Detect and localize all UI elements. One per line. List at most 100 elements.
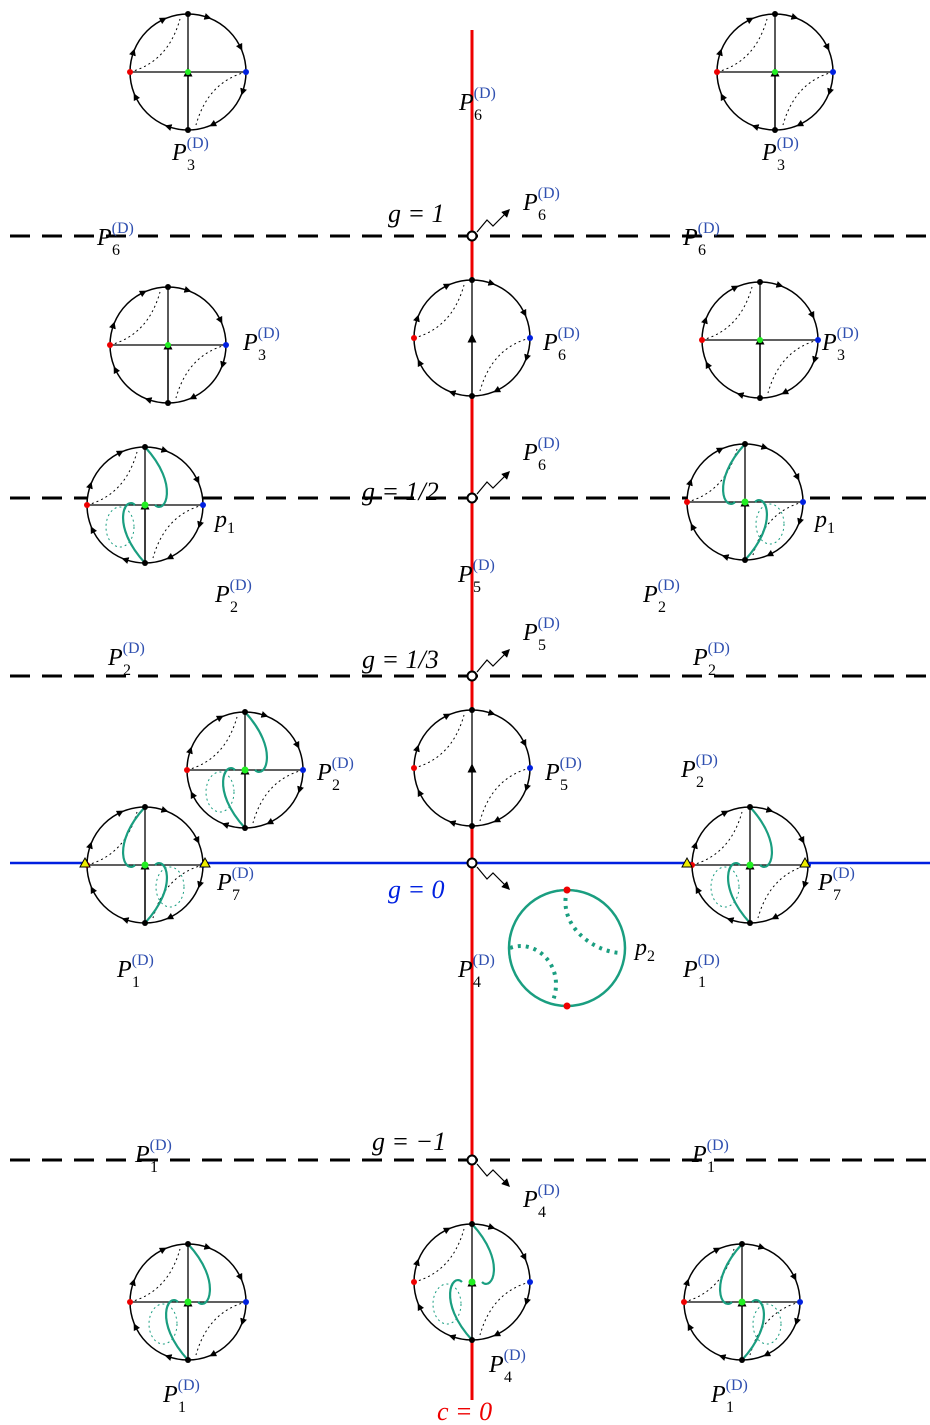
label-base: P <box>171 140 187 166</box>
label-base: P <box>522 1187 538 1213</box>
intersection <box>468 232 477 241</box>
dot <box>185 1357 191 1363</box>
label-sub: 1 <box>150 1159 158 1176</box>
label-sup: (D) <box>698 952 720 969</box>
dot <box>200 502 206 508</box>
label-sub: 7 <box>833 887 841 904</box>
bifurcation-diagram: P(D)3P(D)6P(D)3P(D)6P(D)6P(D)6P(D)3P(D)6… <box>0 0 930 1425</box>
regime-label: P(D)4 <box>488 1347 526 1386</box>
zigzag-arrow <box>477 474 507 494</box>
regime-label: P(D)1 <box>710 1377 748 1416</box>
label-sup: (D) <box>258 325 280 342</box>
dot <box>681 1299 687 1305</box>
dot <box>757 337 763 343</box>
regime-label: P(D)5 <box>522 615 560 654</box>
regime-label: P(D)2 <box>214 577 252 616</box>
dot <box>747 804 753 810</box>
regime-label: P(D)4 <box>457 952 495 991</box>
label-base: P <box>242 330 258 356</box>
regime-label: P(D)5 <box>544 755 582 794</box>
label-base: P <box>214 582 230 608</box>
dot <box>772 11 778 17</box>
intersection <box>468 494 477 503</box>
dot <box>527 765 533 771</box>
dot <box>107 342 113 348</box>
dot <box>127 69 133 75</box>
label-sub: 1 <box>726 1399 734 1416</box>
regime-label: P(D)1 <box>116 952 154 991</box>
regime-label: P(D)6 <box>96 220 134 259</box>
label-base: P <box>458 90 474 116</box>
regime-label: P(D)7 <box>817 865 855 904</box>
dot <box>469 277 475 283</box>
label-sub: 2 <box>696 774 704 791</box>
label-sub: 5 <box>473 579 481 596</box>
regime-label: P(D)3 <box>242 325 280 364</box>
regime-label: P(D)7 <box>216 865 254 904</box>
label-base: P <box>316 760 332 786</box>
point-label: p2 <box>633 935 655 965</box>
dot <box>411 335 417 341</box>
label-sup: (D) <box>132 952 154 969</box>
label-base: P <box>682 957 698 983</box>
dot <box>772 127 778 133</box>
dot <box>242 825 248 831</box>
label-base: P <box>691 1142 707 1168</box>
label-base: P <box>544 760 560 786</box>
label-sub: 4 <box>538 1204 546 1221</box>
dot <box>747 920 753 926</box>
label-base: P <box>682 225 698 251</box>
regime-label: P(D)2 <box>316 755 354 794</box>
regime-label: P(D)6 <box>542 325 580 364</box>
label-base: p <box>633 935 647 961</box>
regime-label: P(D)2 <box>692 640 730 679</box>
label-sub: 2 <box>658 599 666 616</box>
dot <box>815 337 821 343</box>
dot <box>699 337 705 343</box>
dot <box>739 1299 746 1306</box>
label-sup: (D) <box>698 220 720 237</box>
label-sub: 6 <box>474 107 482 124</box>
dot <box>185 11 191 17</box>
phase-portrait <box>107 284 229 406</box>
point-label: p1 <box>813 507 835 537</box>
label-base: P <box>542 330 558 356</box>
regime-label: P(D)3 <box>821 325 859 364</box>
dot <box>739 1357 745 1363</box>
label-sup: (D) <box>232 865 254 882</box>
dot <box>142 444 148 450</box>
zigzag-arrow <box>477 212 507 232</box>
phase-portrait <box>411 1221 533 1343</box>
dot <box>185 127 191 133</box>
label-sub: 5 <box>560 777 568 794</box>
dot <box>411 1279 417 1285</box>
label-sup: (D) <box>833 865 855 882</box>
phase-portrait <box>714 11 836 133</box>
dot <box>564 1003 571 1010</box>
label-sub: 7 <box>232 887 240 904</box>
line-label: g = 1/3 <box>362 645 439 674</box>
dot <box>684 499 690 505</box>
label-sup: (D) <box>538 185 560 202</box>
label-sup: (D) <box>777 135 799 152</box>
regime-label: P(D)5 <box>457 557 495 596</box>
phase-portrait <box>681 1241 803 1363</box>
label-sub: 1 <box>178 1399 186 1416</box>
regime-label: P(D)6 <box>682 220 720 259</box>
label-sub: 6 <box>538 457 546 474</box>
dot <box>742 441 748 447</box>
label-sup: (D) <box>658 577 680 594</box>
phase-portrait <box>127 11 249 133</box>
dot <box>742 557 748 563</box>
phase-portrait <box>184 709 306 831</box>
label-sup: (D) <box>112 220 134 237</box>
label-sup: (D) <box>178 1377 200 1394</box>
dot <box>142 560 148 566</box>
intersection <box>468 859 477 868</box>
label-sup: (D) <box>123 640 145 657</box>
label-base: P <box>488 1352 504 1378</box>
label-sup: (D) <box>504 1347 526 1364</box>
dot <box>797 1299 803 1305</box>
dot <box>800 499 806 505</box>
phase-portrait <box>689 804 811 926</box>
